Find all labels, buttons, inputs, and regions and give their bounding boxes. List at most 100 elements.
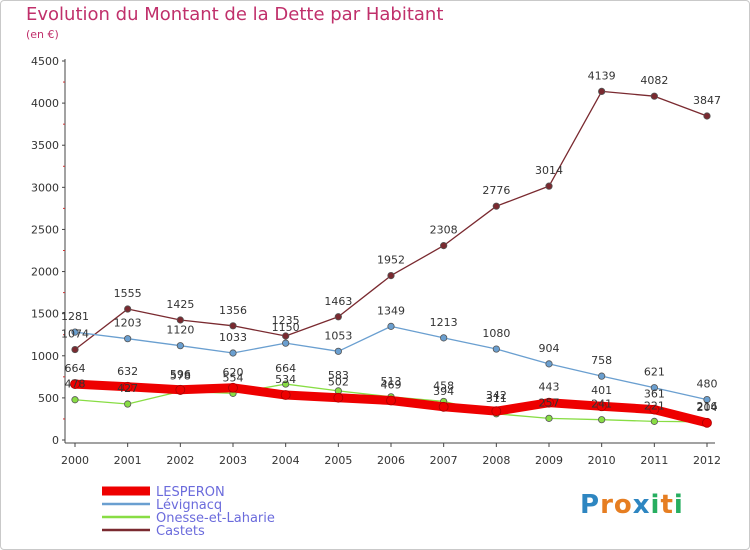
data-point — [703, 395, 711, 404]
data-label: 513 — [381, 375, 402, 388]
data-label: 1213 — [430, 316, 458, 329]
y-tick-label: 500 — [38, 392, 59, 405]
y-tick-label: 3000 — [31, 181, 59, 194]
data-point — [440, 242, 448, 250]
chart-title: Evolution du Montant de la Dette par Hab… — [26, 4, 444, 25]
data-label: 257 — [539, 396, 560, 409]
data-point — [440, 334, 448, 342]
data-point — [544, 397, 554, 408]
x-tick-label: 2001 — [114, 454, 142, 467]
data-label: 1425 — [166, 298, 194, 311]
data-point — [598, 372, 606, 380]
data-label: 502 — [328, 376, 349, 389]
data-label: 554 — [223, 371, 244, 384]
data-label: 3014 — [535, 164, 563, 177]
data-point — [71, 345, 79, 354]
x-tick-label: 2011 — [640, 454, 668, 467]
x-tick-label: 2010 — [588, 454, 616, 467]
brand-logo: Proxiti — [580, 490, 684, 520]
data-point — [228, 382, 238, 393]
chart-subtitle: (en €) — [26, 28, 59, 41]
data-point — [124, 335, 132, 343]
data-label: 632 — [117, 365, 138, 378]
data-label: 1349 — [377, 304, 405, 317]
data-label: 534 — [275, 373, 296, 386]
data-point — [386, 395, 396, 406]
data-point — [703, 112, 711, 120]
data-point — [702, 417, 712, 428]
data-point — [71, 328, 79, 336]
data-label: 583 — [328, 369, 349, 382]
data-label: 1033 — [219, 331, 247, 344]
data-label: 1080 — [482, 327, 510, 340]
data-label: 1952 — [377, 254, 405, 267]
data-label: 241 — [591, 398, 612, 411]
brand-letter: i — [673, 490, 684, 520]
data-point — [545, 360, 553, 368]
data-point — [71, 396, 79, 404]
data-point — [387, 271, 395, 280]
data-label: 621 — [644, 366, 665, 379]
data-point — [545, 182, 553, 190]
data-point — [598, 416, 606, 424]
data-point — [492, 345, 500, 353]
data-label: 664 — [65, 362, 86, 375]
data-label: 1074 — [61, 328, 89, 341]
data-point — [124, 400, 132, 408]
y-tick-label: 4000 — [31, 97, 59, 110]
data-point — [333, 392, 344, 403]
legend-label: Onesse-et-Laharie — [156, 511, 275, 526]
data-point — [280, 390, 291, 400]
data-point — [545, 414, 553, 422]
data-label: 578 — [170, 369, 191, 382]
data-label: 480 — [697, 378, 718, 391]
data-point — [650, 384, 658, 392]
x-tick-label: 2003 — [219, 454, 247, 467]
y-tick-label: 0 — [52, 434, 59, 447]
brand-letter: P — [580, 490, 601, 520]
data-point — [122, 381, 133, 392]
data-label: 311 — [486, 392, 507, 405]
x-tick-label: 2007 — [430, 454, 458, 467]
data-point — [334, 347, 342, 355]
x-tick-label: 2012 — [693, 454, 721, 467]
data-point — [176, 342, 184, 350]
data-point — [650, 417, 658, 425]
y-tick-label: 2500 — [31, 223, 59, 236]
data-label: 394 — [433, 385, 454, 398]
data-label: 4139 — [588, 69, 616, 82]
x-tick-label: 2008 — [482, 454, 510, 467]
legend-label: Castets — [156, 524, 205, 539]
y-tick-label: 2000 — [31, 266, 59, 279]
brand-letter: o — [613, 490, 633, 520]
data-label: 478 — [65, 378, 86, 391]
data-label: 1203 — [114, 317, 142, 330]
y-tick-label: 1500 — [31, 308, 59, 321]
data-point — [492, 202, 500, 210]
data-label: 4082 — [640, 74, 668, 87]
data-label: 620 — [223, 366, 244, 379]
data-label: 3847 — [693, 94, 721, 107]
data-point — [282, 332, 290, 340]
data-label: 1356 — [219, 304, 247, 317]
data-label: 458 — [433, 379, 454, 392]
data-label: 216 — [697, 400, 718, 413]
y-tick-label: 4500 — [31, 55, 59, 68]
data-point — [649, 404, 660, 415]
x-tick-label: 2006 — [377, 454, 405, 467]
data-label: 664 — [275, 362, 296, 375]
data-label: 204 — [697, 401, 718, 414]
data-label: 2308 — [430, 224, 458, 237]
data-label: 469 — [381, 378, 402, 391]
data-point — [650, 92, 658, 100]
data-label: 1463 — [324, 295, 352, 308]
data-point — [175, 384, 186, 395]
brand-letter: t — [660, 490, 674, 520]
data-point — [176, 316, 184, 324]
data-label: 1053 — [324, 329, 352, 342]
data-label: 401 — [591, 384, 612, 397]
x-tick-label: 2005 — [324, 454, 352, 467]
brand-letter: i — [650, 490, 661, 520]
